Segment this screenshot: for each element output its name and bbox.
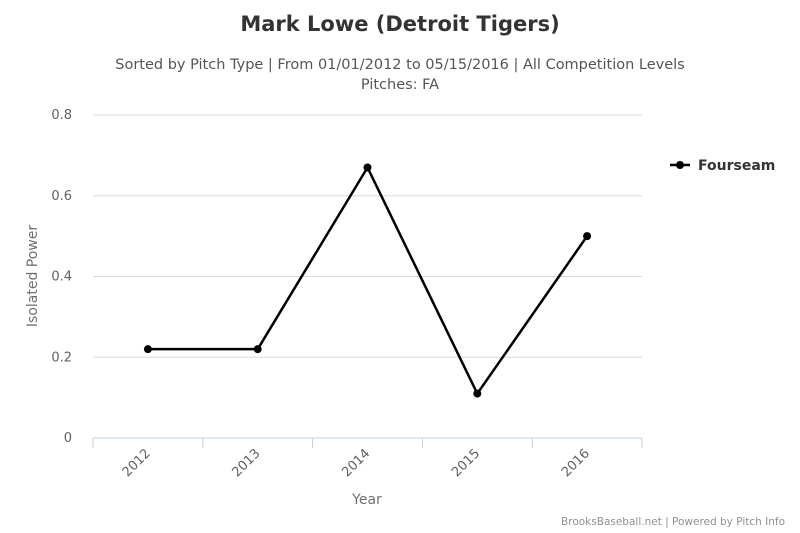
y-axis-ticks: 0 0.2 0.4 0.6 0.8 — [51, 108, 72, 446]
data-point[interactable] — [363, 163, 372, 172]
x-axis: 2012 2013 2014 2015 2016 — [92, 437, 643, 480]
x-tick-label: 2014 — [339, 446, 373, 480]
x-tick-label: 2012 — [120, 446, 154, 480]
legend[interactable]: Fourseam — [670, 158, 775, 174]
chart-subtitle-line1: Sorted by Pitch Type | From 01/01/2012 t… — [115, 57, 685, 73]
x-axis-title: Year — [351, 492, 382, 508]
data-point[interactable] — [583, 232, 592, 241]
series-line-fourseam — [147, 166, 589, 395]
x-tick-label: 2016 — [559, 446, 593, 480]
data-point[interactable] — [253, 345, 262, 354]
grid-lines — [93, 114, 642, 358]
series-group — [143, 163, 592, 398]
y-axis-title: Isolated Power — [25, 225, 41, 327]
data-point[interactable] — [143, 345, 152, 354]
y-tick-label: 0.6 — [51, 189, 72, 204]
legend-point-marker — [676, 161, 684, 169]
y-tick-label: 0 — [64, 431, 72, 446]
legend-item-fourseam[interactable]: Fourseam — [698, 158, 775, 174]
chart-title: Mark Lowe (Detroit Tigers) — [240, 12, 559, 36]
y-tick-label: 0.8 — [51, 108, 72, 123]
y-tick-label: 0.2 — [51, 350, 72, 365]
credits[interactable]: BrooksBaseball.net | Powered by Pitch In… — [561, 516, 785, 528]
x-tick-label: 2013 — [230, 446, 264, 480]
x-tick-label: 2015 — [449, 446, 483, 480]
data-point[interactable] — [473, 389, 482, 398]
y-tick-label: 0.4 — [51, 270, 72, 285]
chart-subtitle-line2: Pitches: FA — [361, 77, 439, 93]
